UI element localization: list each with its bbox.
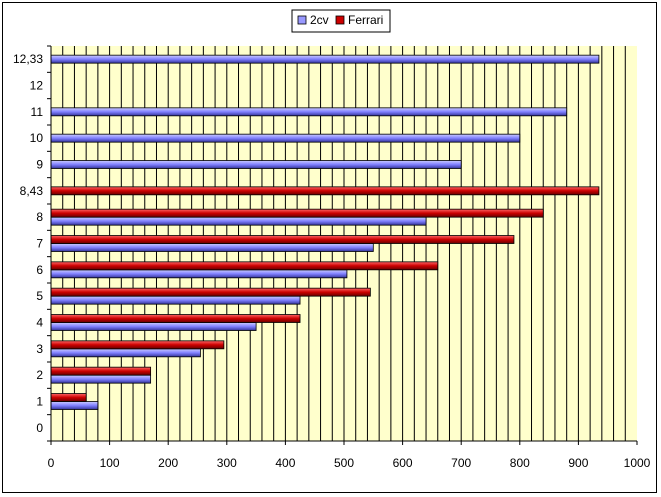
x-tick-label: 400 <box>275 456 295 470</box>
bar-2cv-6 <box>50 269 348 279</box>
bar-ferrari-7 <box>50 235 515 244</box>
y-tick-label: 3 <box>36 342 43 356</box>
bar-2cv-2 <box>50 374 152 384</box>
bar-2cv-1 <box>50 401 99 410</box>
bar-ferrari-5 <box>50 287 371 297</box>
y-tick-label: 12 <box>30 79 44 93</box>
bar-2cv-9 <box>50 160 462 169</box>
y-tick-label: 12,33 <box>13 52 43 66</box>
y-tick-label: 5 <box>36 289 43 303</box>
x-tick-label: 0 <box>48 456 55 470</box>
y-tick-label: 10 <box>30 131 44 145</box>
bar-ferrari-6 <box>50 261 439 271</box>
y-tick-label: 6 <box>36 263 43 277</box>
x-tick-label: 300 <box>217 456 237 470</box>
bar-ferrari-3 <box>50 340 225 350</box>
x-tick-label: 600 <box>393 456 413 470</box>
x-tick-label: 900 <box>568 456 588 470</box>
y-tick-label: 8,43 <box>20 184 44 198</box>
bar-2cv-5 <box>50 295 301 305</box>
y-tick-label: 2 <box>36 368 43 382</box>
bar-2cv-7 <box>50 243 374 252</box>
bar-2cv-3 <box>50 348 201 358</box>
x-tick-label: 100 <box>100 456 120 470</box>
x-tick-label: 800 <box>510 456 530 470</box>
bar-2cv-8 <box>50 216 427 226</box>
x-tick-label: 700 <box>451 456 471 470</box>
y-tick-label: 8 <box>36 210 43 224</box>
x-tick-label: 1000 <box>624 456 651 470</box>
y-tick-label: 0 <box>36 421 43 435</box>
y-tick-label: 11 <box>31 105 44 119</box>
bar-ferrari-8-43 <box>50 186 600 196</box>
legend: 2cv Ferrari <box>291 9 391 33</box>
y-tick-label: 1 <box>36 395 43 409</box>
bar-2cv-12-33 <box>50 54 600 64</box>
legend-label-ferrari: Ferrari <box>348 13 383 27</box>
legend-swatch-2cv <box>297 15 307 25</box>
bar-ferrari-1 <box>50 393 87 402</box>
bar-2cv-11 <box>50 107 568 117</box>
x-tick-label: 500 <box>334 456 354 470</box>
y-tick-label: 9 <box>36 158 43 172</box>
y-tick-label: 4 <box>36 316 43 330</box>
bar-2cv-10 <box>50 133 521 143</box>
y-tick-label: 7 <box>36 237 43 251</box>
bar-2cv-4 <box>50 322 257 331</box>
bar-ferrari-8 <box>50 208 544 218</box>
legend-swatch-ferrari <box>335 15 345 25</box>
bar-ferrari-2 <box>50 366 152 376</box>
legend-label-2cv: 2cv <box>310 13 329 27</box>
bar-ferrari-4 <box>50 314 301 323</box>
x-tick-label: 200 <box>158 456 178 470</box>
